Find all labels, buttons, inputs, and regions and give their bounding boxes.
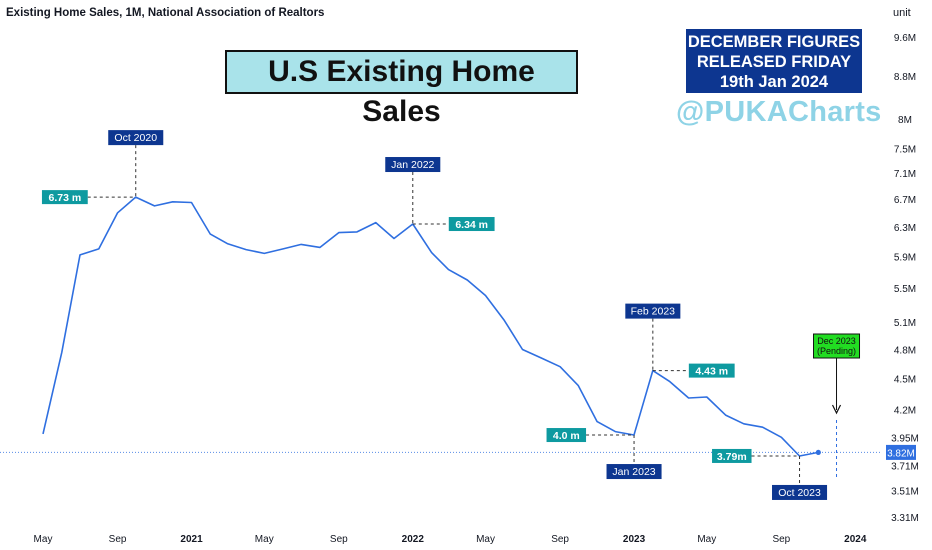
annotation-date-box [772,484,828,500]
y-tick-label: 8M [898,115,912,126]
x-tick-label: May [476,534,495,545]
y-tick-label: 7.5M [894,144,916,155]
symbol-title: Existing Home Sales, 1M, National Associ… [6,7,325,19]
y-tick-label: 5.9M [894,252,916,263]
annotation-date-box [606,464,662,480]
annotation-date-box [625,303,681,319]
x-tick-label: 2024 [844,534,867,545]
release-notice-line: 19th Jan 2024 [719,73,829,91]
annotation-value-label: 6.34 m [455,219,488,231]
release-notice-line: RELEASED FRIDAY [696,53,852,71]
author-handle: @PUKACharts [676,96,882,128]
y-tick-label: 3.71M [891,462,919,473]
annotation-date-label: Oct 2023 [778,487,821,499]
current-value-tag-label: 3.82M [887,448,915,459]
release-notice-line: DECEMBER FIGURES [687,33,861,51]
pending-label-box [813,333,861,359]
main-title: U.S Existing Home Sales [225,50,578,128]
annotation-date-label: Oct 2020 [114,132,157,144]
annotation-value-label: 4.43 m [695,366,728,378]
pending-label-line: Dec 2023 [817,336,856,346]
annotation-value-label: 4.0 m [553,430,580,442]
y-tick-label: 4.5M [894,375,916,386]
pending-label-line: (Pending) [817,346,856,356]
y-tick-label: 8.8M [894,72,916,83]
x-tick-label: Sep [330,534,348,545]
y-tick-label: 4.2M [894,406,916,417]
x-tick-label: Sep [772,534,790,545]
x-tick-label: May [34,534,53,545]
current-value-tag [886,444,916,460]
pending-arrow-head [831,404,842,415]
x-tick-label: 2022 [402,534,425,545]
annotation-value-box [688,363,735,378]
annotation-value-label: 3.79m [717,451,747,463]
y-tick-label: 5.1M [894,318,916,329]
series-line [42,196,819,457]
x-tick-label: 2021 [180,534,203,545]
annotation-date-label: Feb 2023 [631,306,676,318]
y-tick-label: 9.6M [894,33,916,44]
y-tick-label: 3.95M [891,433,919,444]
release-notice-box: DECEMBER FIGURES RELEASED FRIDAY 19th Ja… [686,29,862,93]
x-tick-label: Sep [109,534,127,545]
annotation-value-box [448,217,495,232]
annotation-value-box [712,448,752,463]
annotation-value-box [41,190,88,205]
y-tick-label: 4.8M [894,345,916,356]
y-tick-label: 3.51M [891,487,919,498]
annotation-date-label: Jan 2023 [612,466,655,478]
y-tick-label: 3.31M [891,513,919,524]
x-tick-label: May [255,534,274,545]
x-tick-label: Sep [551,534,569,545]
annotation-date-box [385,157,441,173]
y-tick-label: 6.7M [894,195,916,206]
x-tick-label: May [697,534,716,545]
y-tick-label: 5.5M [894,284,916,295]
y-tick-label: 6.3M [894,223,916,234]
annotation-value-label: 6.73 m [48,192,81,204]
annotation-date-box [108,130,164,146]
annotation-date-label: Jan 2022 [391,159,434,171]
last-point-dot [815,449,821,456]
x-tick-label: 2023 [623,534,646,545]
annotation-value-box [546,428,587,443]
unit-label: unit [893,7,911,19]
y-tick-label: 7.1M [894,169,916,180]
